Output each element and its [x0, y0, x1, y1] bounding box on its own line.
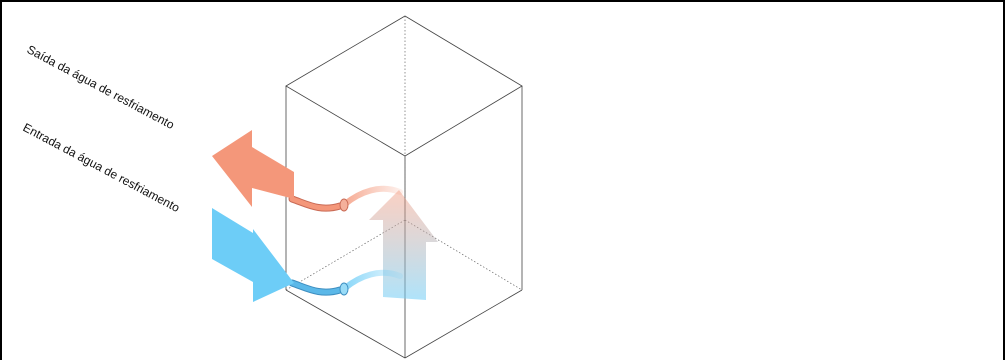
box-bottom-left	[285, 289, 406, 359]
inlet-arrow	[212, 208, 294, 302]
cold-pipe-inner	[342, 269, 403, 291]
outlet-label: Saída da água de resfriamento	[25, 42, 177, 132]
box-top-face	[285, 15, 523, 157]
hot-pipe-inner	[342, 185, 403, 207]
box-bottom-right	[404, 289, 523, 359]
internal-flow-arrow	[369, 190, 438, 300]
outlet-arrow	[212, 130, 294, 207]
box-hidden-edges	[285, 16, 523, 291]
cold-pipe-joint	[339, 282, 349, 296]
hot-pipe-joint	[339, 198, 349, 212]
inlet-label: Entrada da água de resfriamento	[21, 120, 183, 215]
cabinet-box	[285, 15, 523, 359]
